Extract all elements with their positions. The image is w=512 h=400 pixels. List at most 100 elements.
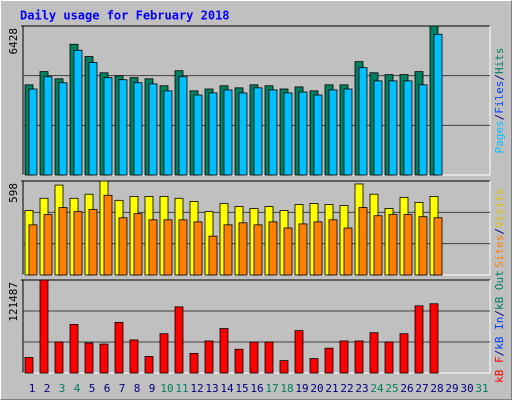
x-tick-label: 17	[265, 382, 278, 395]
bar	[84, 342, 94, 374]
x-tick-label: 14	[220, 382, 234, 395]
y-tick-label: 121487	[7, 282, 20, 322]
bar	[204, 340, 214, 374]
x-tick-label: 1	[29, 382, 36, 395]
bar	[148, 83, 158, 176]
x-tick-label: 23	[355, 382, 368, 395]
bar	[58, 82, 68, 176]
bar	[298, 223, 308, 276]
bar	[223, 89, 233, 176]
x-tick-label: 8	[134, 382, 141, 395]
x-tick-label: 24	[370, 382, 384, 395]
x-tick-label: 25	[385, 382, 398, 395]
bar	[28, 224, 38, 276]
bar	[208, 235, 218, 276]
bar	[414, 305, 424, 374]
bar	[238, 222, 248, 276]
bar	[174, 306, 184, 374]
bar	[73, 211, 83, 276]
x-tick-label: 11	[175, 382, 188, 395]
axis-label-part: /	[493, 74, 506, 81]
x-tick-label: 16	[250, 382, 263, 395]
x-tick-label: 13	[205, 382, 218, 395]
bar	[298, 91, 308, 176]
bar	[339, 340, 349, 374]
bar	[429, 303, 439, 374]
bar	[118, 217, 128, 276]
bar	[189, 352, 199, 374]
x-tick-label: 20	[310, 382, 323, 395]
x-tick-label: 3	[59, 382, 66, 395]
bar	[43, 214, 53, 276]
axis-label-part: kB F	[493, 356, 506, 383]
bar	[373, 215, 383, 276]
bar	[343, 88, 353, 176]
bar	[313, 221, 323, 276]
x-tick-label: 9	[149, 382, 156, 395]
bar	[253, 224, 263, 276]
x-tick-label: 15	[235, 382, 248, 395]
bar	[24, 357, 34, 374]
bar	[114, 321, 124, 374]
axis-label: kB F/kB In/kB Out	[493, 270, 506, 383]
bar	[163, 219, 173, 276]
bar	[268, 89, 278, 176]
bar	[234, 348, 244, 374]
bar	[403, 214, 413, 276]
x-tick-label: 18	[280, 382, 293, 395]
bar	[399, 333, 409, 374]
bar	[39, 279, 49, 374]
bar	[313, 94, 323, 176]
bar	[324, 347, 334, 374]
x-tick-label: 4	[74, 382, 81, 395]
bar	[99, 343, 109, 374]
x-tick-label: 21	[325, 382, 338, 395]
bar	[88, 62, 98, 176]
bar	[343, 227, 353, 276]
bar	[208, 92, 218, 176]
axis-label-part: Pages	[493, 120, 506, 153]
bar	[193, 221, 203, 276]
bar	[369, 332, 379, 374]
x-tick-label: 2	[44, 382, 51, 395]
bar	[354, 340, 364, 374]
axis-label: Sites/Visits	[493, 188, 506, 268]
bar	[328, 89, 338, 176]
axis-label-part: /	[493, 350, 506, 357]
x-tick-label: 6	[104, 382, 111, 395]
y-tick-label: 598	[7, 183, 20, 203]
bar	[129, 339, 139, 374]
x-tick-label: 12	[190, 382, 203, 395]
bar	[144, 356, 154, 374]
bar	[238, 92, 248, 176]
axis-label-part: Files	[493, 81, 506, 114]
x-tick-label: 31	[475, 382, 488, 395]
bar	[193, 94, 203, 176]
axis-label: Pages/Files/Hits	[493, 48, 506, 154]
bar	[433, 33, 443, 176]
bar	[73, 49, 83, 176]
axis-label-part: kB In	[493, 317, 506, 350]
bar	[418, 84, 428, 176]
bar	[358, 67, 368, 176]
bar	[418, 216, 428, 276]
x-tick-label: 30	[460, 382, 473, 395]
bar	[403, 80, 413, 176]
bar	[148, 219, 158, 276]
axis-label-part: /	[493, 310, 506, 317]
chart-title: Daily usage for February 2018	[20, 9, 230, 23]
bar	[163, 90, 173, 176]
bar	[219, 328, 229, 374]
bar	[178, 219, 188, 276]
bar	[133, 213, 143, 276]
x-tick-label: 19	[295, 382, 308, 395]
bar	[388, 214, 398, 276]
bar	[249, 341, 259, 374]
bar	[309, 358, 319, 374]
bar	[133, 82, 143, 176]
bar	[69, 324, 79, 374]
x-tick-label: 28	[430, 382, 443, 395]
axis-label-part: kB Out	[493, 270, 506, 310]
bar	[433, 217, 443, 276]
